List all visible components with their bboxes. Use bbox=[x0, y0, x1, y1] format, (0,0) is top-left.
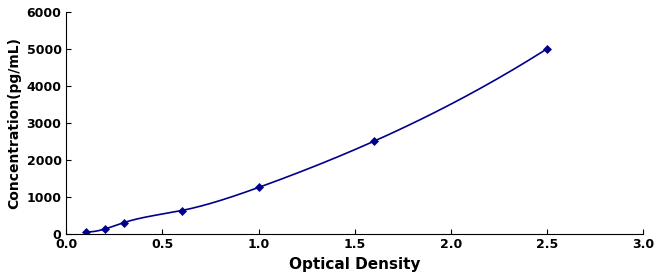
Y-axis label: Concentration(pg/mL): Concentration(pg/mL) bbox=[7, 37, 21, 209]
X-axis label: Optical Density: Optical Density bbox=[289, 257, 420, 272]
